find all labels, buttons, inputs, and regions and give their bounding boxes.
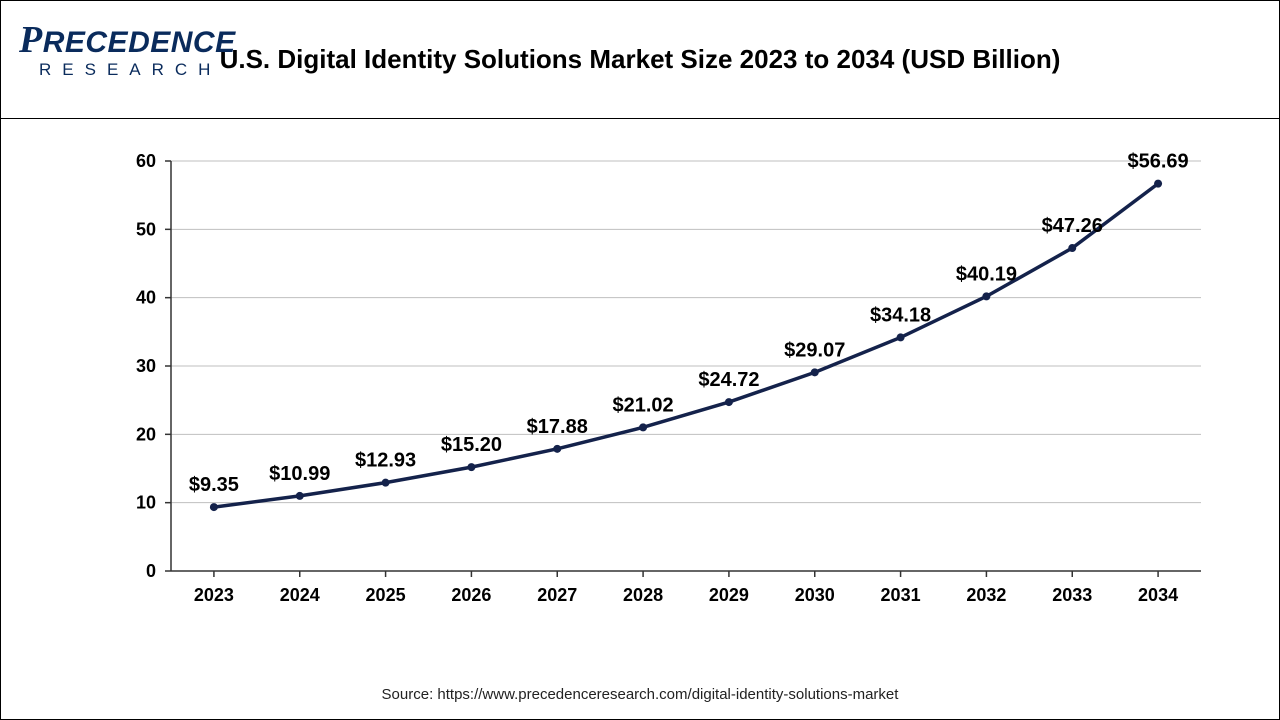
x-tick-label: 2026 xyxy=(451,585,491,605)
y-tick-label: 60 xyxy=(136,151,156,171)
data-marker xyxy=(296,492,304,500)
chart-svg: 0102030405060202320242025202620272028202… xyxy=(111,151,1221,631)
data-value-label: $34.18 xyxy=(870,304,931,326)
y-tick-label: 30 xyxy=(136,356,156,376)
x-tick-label: 2025 xyxy=(366,585,406,605)
data-marker xyxy=(639,423,647,431)
data-value-label: $56.69 xyxy=(1127,151,1188,173)
brand-logo: PRECEDENCE RESEARCH xyxy=(19,21,236,78)
x-tick-label: 2034 xyxy=(1138,585,1178,605)
data-marker xyxy=(897,333,905,341)
data-marker xyxy=(210,503,218,511)
x-tick-label: 2029 xyxy=(709,585,749,605)
data-value-label: $47.26 xyxy=(1042,215,1103,237)
y-tick-label: 50 xyxy=(136,219,156,239)
x-tick-label: 2032 xyxy=(966,585,1006,605)
data-value-label: $10.99 xyxy=(269,463,330,485)
data-marker xyxy=(467,463,475,471)
data-value-label: $9.35 xyxy=(189,474,239,496)
data-marker xyxy=(1154,180,1162,188)
data-marker xyxy=(725,398,733,406)
y-tick-label: 20 xyxy=(136,424,156,444)
data-value-label: $29.07 xyxy=(784,339,845,361)
logo-rest: RECEDENCE xyxy=(43,26,236,59)
y-tick-label: 0 xyxy=(146,561,156,581)
x-tick-label: 2027 xyxy=(537,585,577,605)
data-value-label: $12.93 xyxy=(355,450,416,472)
data-marker xyxy=(382,479,390,487)
data-value-label: $40.19 xyxy=(956,263,1017,285)
data-marker xyxy=(982,292,990,300)
data-marker xyxy=(1068,244,1076,252)
data-value-label: $24.72 xyxy=(698,369,759,391)
data-value-label: $15.20 xyxy=(441,434,502,456)
chart-frame: PRECEDENCE RESEARCH U.S. Digital Identit… xyxy=(0,0,1280,720)
data-marker xyxy=(811,368,819,376)
x-tick-label: 2028 xyxy=(623,585,663,605)
x-tick-label: 2024 xyxy=(280,585,320,605)
logo-line2: RESEARCH xyxy=(19,61,236,78)
source-text: Source: https://www.precedenceresearch.c… xyxy=(1,686,1279,703)
header-bar: PRECEDENCE RESEARCH U.S. Digital Identit… xyxy=(1,1,1279,119)
y-tick-label: 40 xyxy=(136,288,156,308)
x-tick-label: 2030 xyxy=(795,585,835,605)
y-tick-label: 10 xyxy=(136,493,156,513)
data-marker xyxy=(553,445,561,453)
x-tick-label: 2023 xyxy=(194,585,234,605)
x-tick-label: 2031 xyxy=(881,585,921,605)
data-value-label: $21.02 xyxy=(612,394,673,416)
data-value-label: $17.88 xyxy=(527,416,588,438)
logo-first-letter: P xyxy=(19,19,43,61)
logo-line1: PRECEDENCE xyxy=(19,21,236,59)
x-tick-label: 2033 xyxy=(1052,585,1092,605)
